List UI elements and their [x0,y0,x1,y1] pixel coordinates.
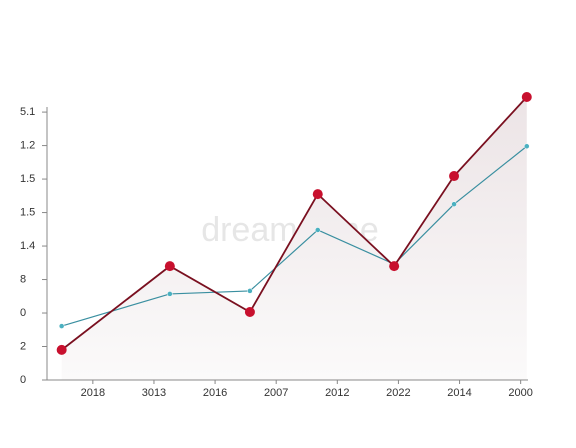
point [524,143,530,150]
x-tick-label: 3013 [142,387,166,399]
point [451,201,457,207]
point [164,261,175,272]
point [389,261,400,272]
point [521,92,532,103]
point [312,189,323,200]
y-tick-label: 8 [20,273,26,285]
point [247,288,253,294]
area [61,97,527,380]
point [315,227,321,233]
y-tick-label: 0 [20,307,26,319]
y-tick-label: 1.5 [20,206,35,218]
y-tick-label: 1.2 [20,139,35,151]
point [58,323,65,329]
y-tick-label: 5.1 [20,106,35,118]
x-tick-label: 2018 [81,387,105,399]
x-tick-label: 2012 [325,387,349,399]
y-tick-label: 2 [20,340,26,352]
y-tick-label: 1.4 [20,240,35,252]
point [449,171,460,182]
point [167,291,173,297]
y-tick-label: 0 [20,374,26,386]
x-tick-label: 2007 [264,387,288,399]
x-tick-label: 2016 [203,387,227,399]
point [56,344,67,355]
x-tick-label: 2014 [447,387,471,399]
y-tick-label: 1.5 [20,173,35,185]
x-tick-label: 2000 [508,387,532,399]
x-tick-label: 2022 [386,387,410,399]
point [244,307,255,318]
